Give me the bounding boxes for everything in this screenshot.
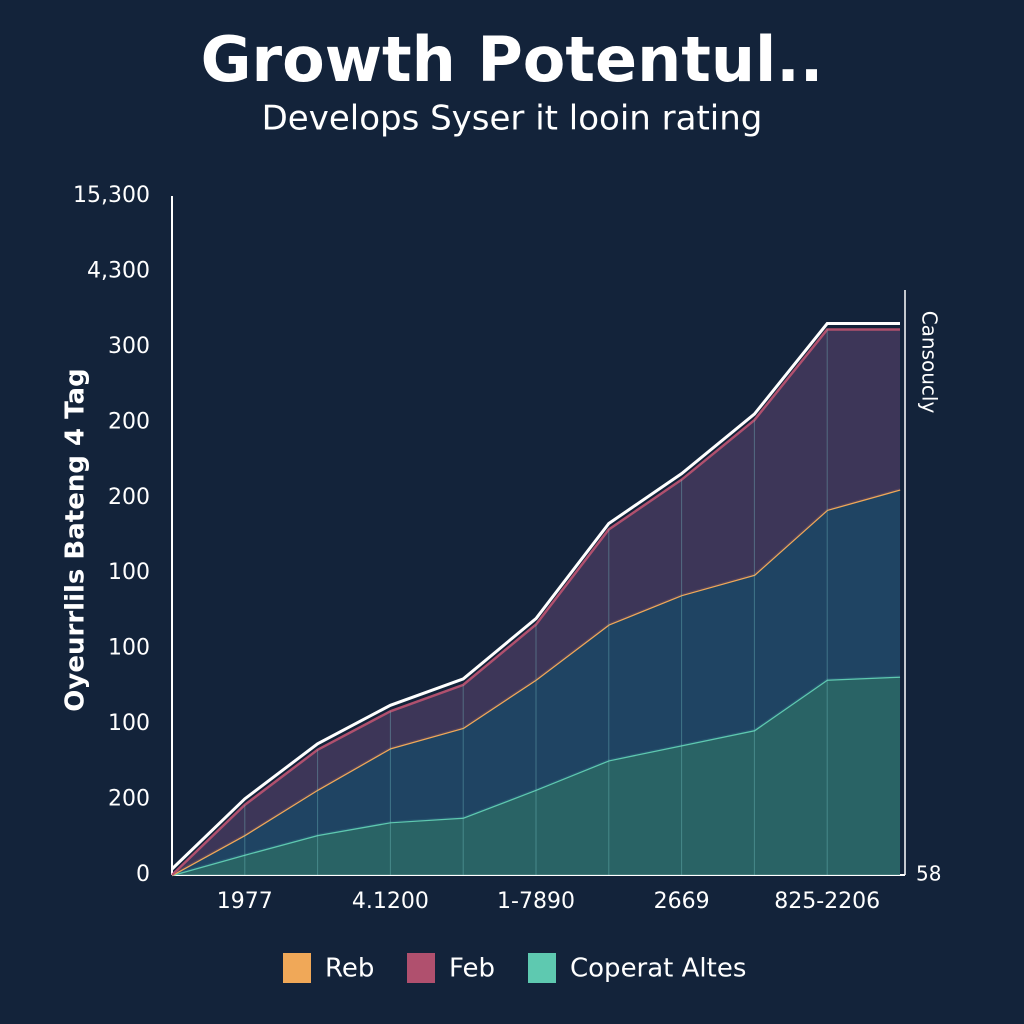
y-tick-label: 200 xyxy=(108,787,150,812)
area-edge xyxy=(171,328,900,876)
legend-swatch xyxy=(407,953,435,983)
x-tick-label: 4.1200 xyxy=(352,889,429,914)
x-tick-label: 1-7890 xyxy=(497,889,575,914)
legend-label: Feb xyxy=(449,954,495,984)
area xyxy=(172,676,900,875)
right-axis-label: 58 xyxy=(916,862,941,886)
legend-swatch xyxy=(283,953,311,983)
legend-swatch xyxy=(528,953,556,983)
y-tick-label: 100 xyxy=(108,560,150,585)
x-tick-label: 1977 xyxy=(217,889,273,914)
right-axis-title: Cansoucly xyxy=(918,311,942,414)
y-tick-label: 4,300 xyxy=(87,258,150,283)
y-tick-label: 15,300 xyxy=(73,183,150,208)
area xyxy=(172,329,900,876)
chart-title: Growth Potentul.. xyxy=(201,23,824,96)
y-tick-label: 300 xyxy=(108,334,150,359)
y-tick-label: 0 xyxy=(136,862,150,887)
outline xyxy=(170,322,900,871)
y-tick-label: 100 xyxy=(108,636,150,661)
x-tick-label: 2669 xyxy=(654,889,710,914)
chart-subtitle: Develops Syser it looin rating xyxy=(262,99,763,139)
x-tick-label: 825-2206 xyxy=(774,889,880,914)
y-tick-label: 100 xyxy=(108,711,150,736)
legend-label: Coperat Altes xyxy=(570,954,746,984)
legend-label: Reb xyxy=(325,954,374,984)
y-tick-label: 200 xyxy=(108,409,150,434)
y-axis-title: Oyeurrlils Bateng 4 Tag xyxy=(61,368,91,711)
y-tick-label: 200 xyxy=(108,485,150,510)
